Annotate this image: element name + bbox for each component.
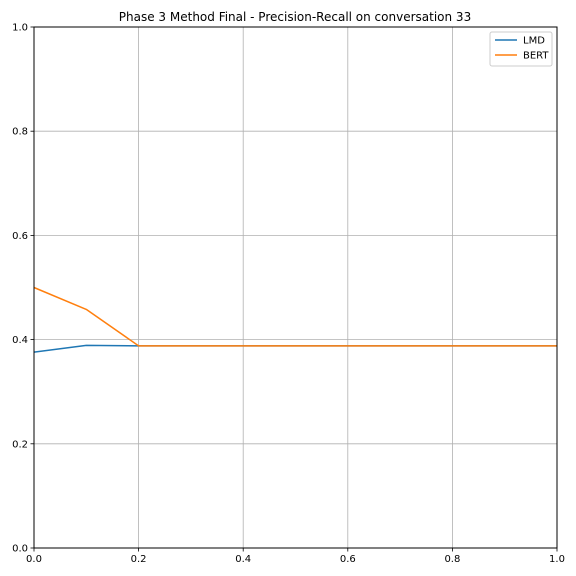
y-tick-label: 0.4 <box>12 335 28 346</box>
x-tick-label: 0.8 <box>444 554 460 565</box>
legend-label-lmd: LMD <box>523 36 545 47</box>
legend-label-bert: BERT <box>523 51 549 62</box>
series-lines <box>34 286 557 353</box>
x-tick-label: 0.4 <box>235 554 251 565</box>
axis-ticks: 0.0 0.2 0.4 0.6 0.8 1.0 0.0 0.2 0.4 0.6 0.8 1.0 <box>12 23 565 566</box>
chart-title: Phase 3 Method Final - Precision-Recall … <box>119 10 471 24</box>
y-tick-label: 0.8 <box>12 127 28 138</box>
x-tick-label: 0.2 <box>131 554 147 565</box>
legend: LMD BERT <box>489 31 553 67</box>
y-tick-label: 0.6 <box>12 231 28 242</box>
x-tick-label: 1.0 <box>549 554 565 565</box>
y-tick-label: 0.2 <box>12 439 28 450</box>
y-tick-label: 0.0 <box>12 544 28 555</box>
x-tick-label: 0.0 <box>26 554 42 565</box>
plot-area-frame <box>33 26 558 549</box>
x-tick-label: 0.6 <box>340 554 356 565</box>
y-tick-label: 1.0 <box>12 23 28 34</box>
series-line-bert <box>34 286 557 347</box>
